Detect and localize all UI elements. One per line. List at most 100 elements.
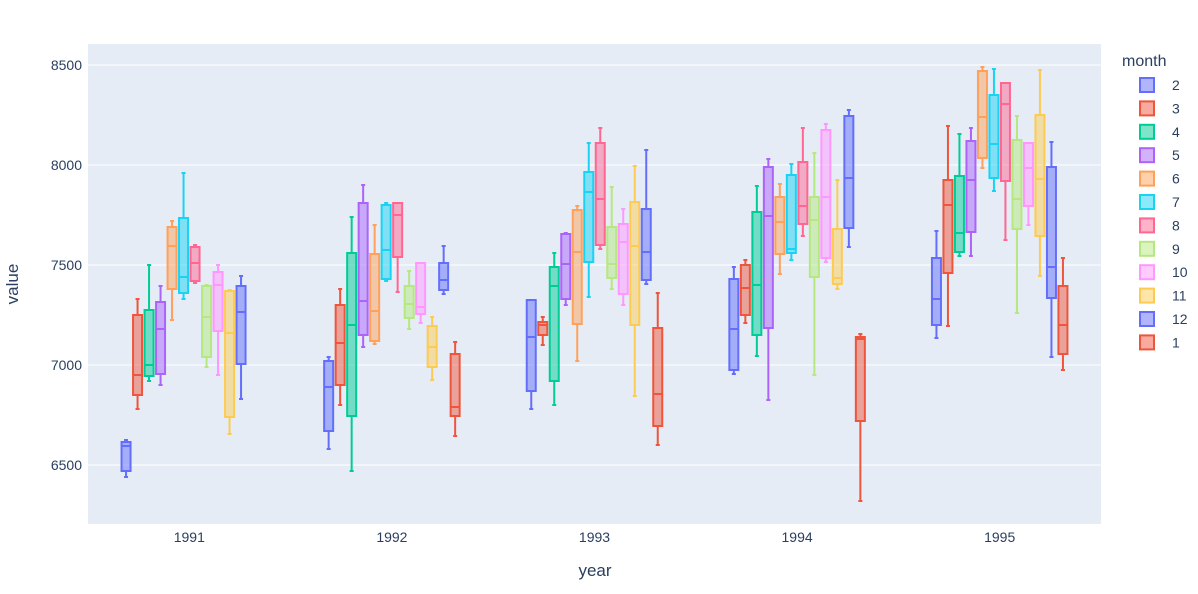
legend-label: 12 xyxy=(1172,311,1188,327)
box-mark[interactable] xyxy=(120,439,132,478)
legend-label: 5 xyxy=(1172,147,1180,163)
box-mark[interactable] xyxy=(334,288,346,406)
box-mark[interactable] xyxy=(930,230,942,339)
box-mark[interactable] xyxy=(212,264,224,376)
box-body xyxy=(438,262,450,291)
box-mark[interactable] xyxy=(854,333,866,502)
box-body xyxy=(334,304,346,386)
box-mark[interactable] xyxy=(785,163,797,261)
box-mark[interactable] xyxy=(606,186,618,290)
box-mark[interactable] xyxy=(1045,141,1057,358)
legend-item-6[interactable]: 6 xyxy=(1139,170,1180,187)
box-body xyxy=(854,336,866,422)
box-mark[interactable] xyxy=(357,184,369,348)
box-mark[interactable] xyxy=(415,262,427,324)
box-body xyxy=(403,285,415,319)
box-mark[interactable] xyxy=(583,142,595,298)
box-body xyxy=(583,171,595,263)
box-mark[interactable] xyxy=(537,316,549,346)
legend-swatch xyxy=(1139,334,1155,351)
box-mark[interactable] xyxy=(323,356,335,450)
box-mark[interactable] xyxy=(560,232,572,306)
legend[interactable]: month 2 3 4 5 6 7 8 9 10 11 12 1 xyxy=(1122,53,1188,351)
box-body xyxy=(774,196,786,255)
box-mark[interactable] xyxy=(224,289,236,435)
box-mark[interactable] xyxy=(178,172,190,300)
box-mark[interactable] xyxy=(155,285,167,386)
legend-item-11[interactable]: 11 xyxy=(1139,287,1187,304)
box-mark[interactable] xyxy=(988,68,1000,192)
box-mark[interactable] xyxy=(369,224,381,345)
box-mark[interactable] xyxy=(999,82,1011,241)
box-mark[interactable] xyxy=(843,109,855,248)
box-mark[interactable] xyxy=(166,220,178,321)
box-mark[interactable] xyxy=(426,316,438,381)
box-mark[interactable] xyxy=(751,185,763,357)
box-mark[interactable] xyxy=(380,202,392,282)
box-mark[interactable] xyxy=(652,292,664,446)
x-tick-label: 1991 xyxy=(174,529,205,545)
legend-title: month xyxy=(1122,53,1166,70)
legend-item-8[interactable]: 8 xyxy=(1139,217,1180,234)
box-mark[interactable] xyxy=(774,183,786,275)
box-body xyxy=(762,166,774,329)
legend-swatch xyxy=(1139,147,1155,164)
box-mark[interactable] xyxy=(942,125,954,327)
box-mark[interactable] xyxy=(1022,142,1034,226)
box-mark[interactable] xyxy=(235,275,247,400)
box-mark[interactable] xyxy=(449,341,461,437)
y-tick-label: 7500 xyxy=(51,257,82,273)
box-mark[interactable] xyxy=(640,149,652,285)
box-mark[interactable] xyxy=(438,245,450,295)
box-mark[interactable] xyxy=(976,66,988,169)
box-mark[interactable] xyxy=(1011,115,1023,314)
box-mark[interactable] xyxy=(831,179,843,290)
box-mark[interactable] xyxy=(617,208,629,306)
box-body xyxy=(571,209,583,325)
box-body xyxy=(629,201,641,326)
legend-item-5[interactable]: 5 xyxy=(1139,147,1180,164)
legend-item-12[interactable]: 12 xyxy=(1139,311,1188,327)
box-body xyxy=(999,82,1011,182)
legend-item-4[interactable]: 4 xyxy=(1139,123,1180,140)
box-mark[interactable] xyxy=(132,298,144,410)
box-mark[interactable] xyxy=(1057,257,1069,371)
box-mark[interactable] xyxy=(1034,69,1046,277)
legend-item-7[interactable]: 7 xyxy=(1139,194,1180,210)
box-body xyxy=(235,285,247,365)
box-mark[interactable] xyxy=(953,133,965,257)
x-tick-label: 1993 xyxy=(579,529,610,545)
box-mark[interactable] xyxy=(594,127,606,250)
legend-item-3[interactable]: 3 xyxy=(1139,100,1180,117)
x-tick-label: 1995 xyxy=(984,529,1015,545)
box-mark[interactable] xyxy=(201,284,213,368)
y-axis: 6500 7000 7500 8000 8500 xyxy=(51,57,82,473)
box-mark[interactable] xyxy=(629,165,641,397)
legend-item-10[interactable]: 10 xyxy=(1139,264,1188,281)
legend-label: 10 xyxy=(1172,264,1188,280)
box-mark[interactable] xyxy=(965,127,977,257)
legend-label: 4 xyxy=(1172,124,1180,140)
box-mark[interactable] xyxy=(189,244,201,284)
box-mark[interactable] xyxy=(143,264,155,382)
box-mark[interactable] xyxy=(762,158,774,401)
box-mark[interactable] xyxy=(808,152,820,376)
series-5 xyxy=(155,127,977,401)
boxes-layer xyxy=(120,66,1069,502)
box-mark[interactable] xyxy=(403,270,415,330)
series-10 xyxy=(212,123,1034,376)
legend-item-1[interactable]: 1 xyxy=(1139,334,1180,351)
legend-item-9[interactable]: 9 xyxy=(1139,240,1180,257)
box-mark[interactable] xyxy=(548,252,560,406)
box-mark[interactable] xyxy=(571,205,583,362)
box-mark[interactable] xyxy=(820,123,832,263)
box-mark[interactable] xyxy=(346,216,358,472)
box-mark[interactable] xyxy=(525,299,537,410)
box-mark[interactable] xyxy=(797,127,809,237)
box-mark[interactable] xyxy=(728,266,740,375)
box-mark[interactable] xyxy=(392,202,404,293)
box-mark[interactable] xyxy=(739,259,751,324)
x-tick-label: 1994 xyxy=(782,529,813,545)
legend-item-2[interactable]: 2 xyxy=(1139,77,1180,93)
